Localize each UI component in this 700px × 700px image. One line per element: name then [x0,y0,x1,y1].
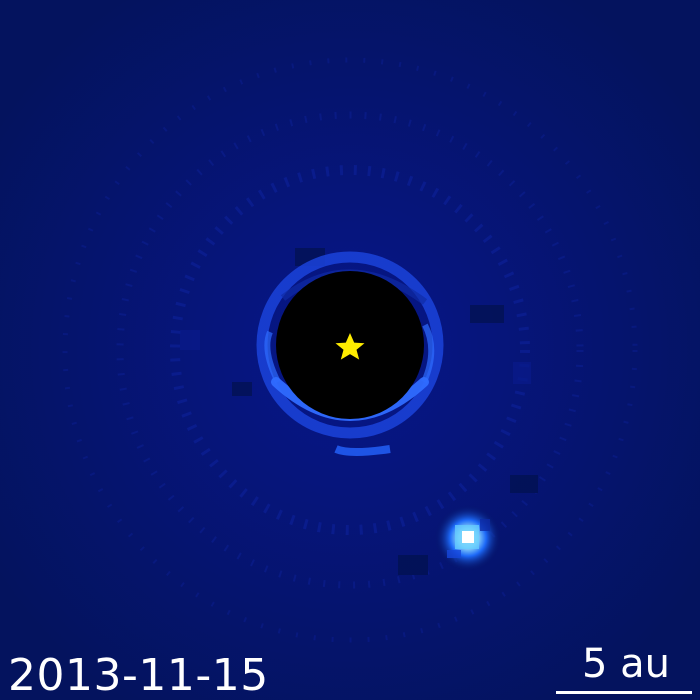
date-label: 2013-11-15 [8,650,269,700]
speckle-noise-field [62,57,638,643]
star-icon [335,333,365,360]
exoplanet-point-source [435,505,501,571]
scale-bar: 5 au [556,644,692,694]
scale-bar-line [556,691,692,694]
scale-bar-label: 5 au [581,641,670,687]
